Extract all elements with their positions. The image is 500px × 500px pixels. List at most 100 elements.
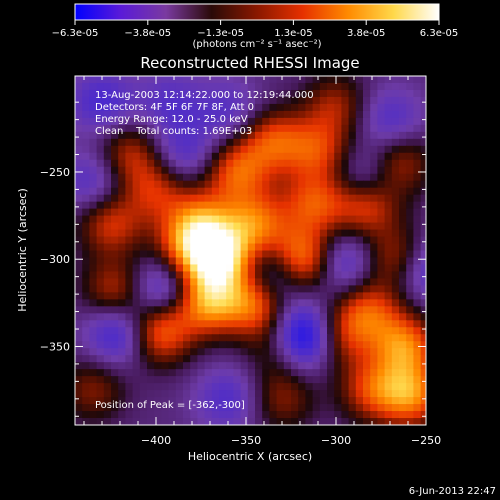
heatmap-cell — [399, 292, 407, 300]
heatmap-cell — [139, 390, 148, 398]
heatmap-cell — [240, 285, 249, 293]
heatmap-cell — [247, 327, 256, 335]
heatmap-cell — [420, 299, 426, 307]
heatmap-cell — [89, 397, 98, 405]
heatmap-cell — [125, 145, 134, 154]
heatmap-cell — [125, 313, 134, 321]
heatmap-cell — [255, 397, 263, 405]
heatmap-cell — [82, 250, 90, 259]
heatmap-cell — [420, 285, 426, 293]
heatmap-cell — [348, 264, 357, 273]
heatmap-cell — [377, 166, 386, 175]
heatmap-cell — [298, 271, 306, 280]
heatmap-cell — [125, 103, 134, 112]
heatmap-cell — [96, 411, 105, 419]
heatmap-cell — [219, 341, 227, 349]
heatmap-cell — [219, 201, 227, 210]
heatmap-cell — [240, 271, 249, 280]
heatmap-cell — [327, 110, 335, 119]
heatmap-cell — [175, 362, 184, 370]
heatmap-cell — [132, 243, 141, 252]
heatmap-cell — [341, 327, 350, 335]
heatmap-cell — [89, 152, 98, 161]
heatmap-cell — [103, 411, 112, 419]
heatmap-cell — [183, 76, 191, 84]
colorbar-tick-label: −6.3e-05 — [52, 28, 99, 39]
heatmap-cell — [103, 208, 112, 217]
colorbar-bar — [74, 3, 440, 21]
heatmap-cell — [341, 103, 350, 112]
heatmap-cell — [240, 411, 249, 419]
heatmap-cell — [75, 306, 83, 314]
heatmap-cell — [89, 82, 98, 91]
heatmap-cell — [147, 327, 155, 335]
heatmap-cell — [363, 397, 371, 405]
heatmap-cell — [118, 306, 126, 314]
heatmap-cell — [168, 96, 177, 105]
heatmap-cell — [197, 103, 206, 112]
heatmap-cell — [341, 418, 350, 425]
heatmap-cell — [305, 341, 314, 349]
heatmap-cell — [168, 110, 177, 119]
heatmap-cell — [413, 110, 422, 119]
heatmap-cell — [291, 229, 299, 238]
heatmap-cell — [255, 250, 263, 259]
heatmap-cell — [262, 103, 270, 112]
heatmap-cell — [283, 229, 292, 238]
heatmap-cell — [406, 159, 414, 168]
heatmap-cell — [139, 341, 148, 349]
heatmap-cell — [168, 250, 177, 259]
heatmap-cell — [255, 201, 263, 210]
heatmap-cell — [391, 404, 400, 412]
heatmap-cell — [89, 299, 98, 307]
heatmap-cell — [161, 201, 170, 210]
heatmap-cell — [197, 278, 206, 286]
heatmap-cell — [103, 278, 112, 286]
heatmap-cell — [89, 243, 98, 252]
heatmap-cell — [348, 320, 357, 328]
heatmap-cell — [197, 89, 206, 98]
heatmap-cell — [183, 89, 191, 98]
heatmap-cell — [355, 201, 364, 210]
heatmap-cell — [312, 285, 321, 293]
heatmap-cell — [269, 243, 278, 252]
heatmap-cell — [348, 390, 357, 398]
heatmap-cell — [291, 299, 299, 307]
heatmap-cell — [305, 250, 314, 259]
heatmap-cell — [219, 278, 227, 286]
heatmap-cell — [204, 257, 213, 266]
heatmap-cell — [219, 76, 227, 84]
heatmap-cell — [118, 131, 126, 140]
heatmap-cell — [125, 278, 134, 286]
heatmap-cell — [219, 187, 227, 196]
heatmap-cell — [312, 418, 321, 425]
heatmap-cell — [154, 271, 162, 280]
heatmap-cell — [348, 306, 357, 314]
heatmap-cell — [118, 96, 126, 105]
heatmap-cell — [204, 299, 213, 307]
heatmap-cell — [399, 383, 407, 391]
heatmap-cell — [363, 278, 371, 286]
heatmap-cell — [291, 89, 299, 98]
heatmap-cell — [291, 264, 299, 273]
heatmap-cell — [348, 348, 357, 356]
heatmap-cell — [262, 257, 270, 266]
heatmap-cell — [312, 411, 321, 419]
heatmap-cell — [161, 320, 170, 328]
heatmap-cell — [118, 173, 126, 182]
heatmap-cell — [204, 124, 213, 133]
heatmap-cell — [233, 397, 242, 405]
heatmap-cell — [413, 222, 422, 231]
heatmap-cell — [75, 355, 83, 363]
heatmap-cell — [391, 159, 400, 168]
heatmap-cell — [420, 306, 426, 314]
heatmap-cell — [399, 404, 407, 412]
heatmap-cell — [399, 194, 407, 203]
heatmap-cell — [363, 236, 371, 245]
heatmap-cell — [82, 138, 90, 147]
heatmap-cell — [89, 264, 98, 273]
heatmap-cell — [327, 138, 335, 147]
heatmap-cell — [96, 306, 105, 314]
heatmap-cell — [89, 201, 98, 210]
heatmap-cell — [276, 397, 285, 405]
